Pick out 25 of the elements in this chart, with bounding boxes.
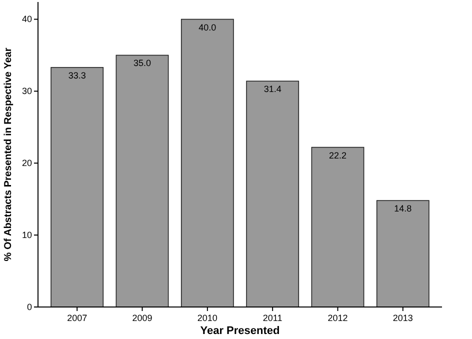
y-tick-label: 10 [22,230,32,240]
data-label: 14.8 [394,204,412,214]
data-label: 33.3 [68,70,86,80]
x-tick-label: 2010 [197,313,218,323]
bar [180,18,234,308]
bar [50,67,104,308]
y-tick-label: 40 [22,14,32,24]
x-tick-label: 2013 [392,313,413,323]
data-label: 31.4 [264,84,282,94]
x-tick-label: 2011 [262,313,282,323]
bar [116,54,169,308]
bar [246,80,300,308]
data-label: 40.0 [198,22,216,32]
data-label: 35.0 [133,58,152,68]
x-axis-title: Year Presented [200,325,280,337]
x-tick-label: 2012 [328,313,348,323]
x-tick-label: 2009 [132,313,152,323]
data-label: 22.2 [328,150,347,160]
y-axis-title: % Of Abstracts Presented in Respective Year [3,48,14,262]
bar [376,200,430,308]
y-tick-label: 0 [26,302,32,312]
y-tick-label: 30 [22,86,32,96]
y-tick-label: 20 [22,158,32,168]
x-tick-label: 2007 [67,313,88,323]
bar [311,146,364,308]
